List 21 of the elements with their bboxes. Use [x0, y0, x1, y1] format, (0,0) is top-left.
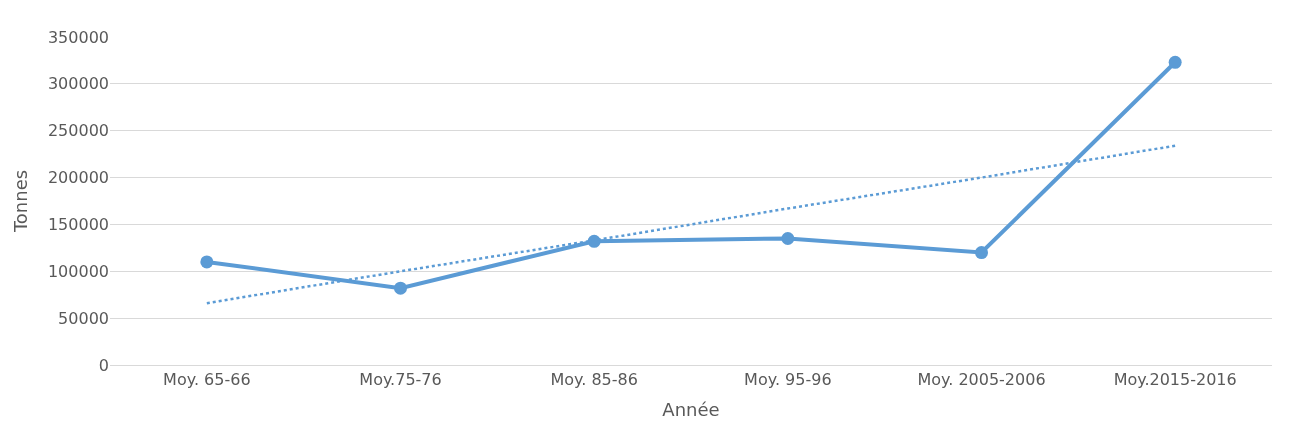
- x-tick-label: Moy. 85-86: [550, 370, 638, 390]
- y-tick-label: 300000: [47, 74, 109, 94]
- y-tick-label: 250000: [47, 121, 109, 141]
- y-tick-label: 350000: [47, 27, 109, 47]
- point: [975, 246, 988, 260]
- x-tick-label: Moy. 95-96: [744, 370, 832, 390]
- y-tick-label: 200000: [47, 168, 109, 188]
- point: [1168, 55, 1182, 69]
- y-tick-label: 50000: [58, 308, 109, 328]
- y-tick-label: 150000: [47, 215, 109, 235]
- point: [394, 281, 407, 295]
- point: [781, 231, 795, 245]
- y-tick-label: 0: [98, 355, 109, 375]
- x-tick-label: Moy.75-76: [359, 370, 442, 390]
- x-tick-label: Moy. 65-66: [163, 370, 251, 390]
- x-axis-title: Année: [662, 399, 720, 421]
- x-tick-label: Moy. 2005-2006: [917, 370, 1046, 390]
- point: [200, 255, 214, 269]
- y-axis-title: Tonnes: [10, 169, 32, 234]
- x-tick-label: Moy.2015-2016: [1113, 370, 1237, 390]
- y-tick-label: 100000: [47, 261, 109, 281]
